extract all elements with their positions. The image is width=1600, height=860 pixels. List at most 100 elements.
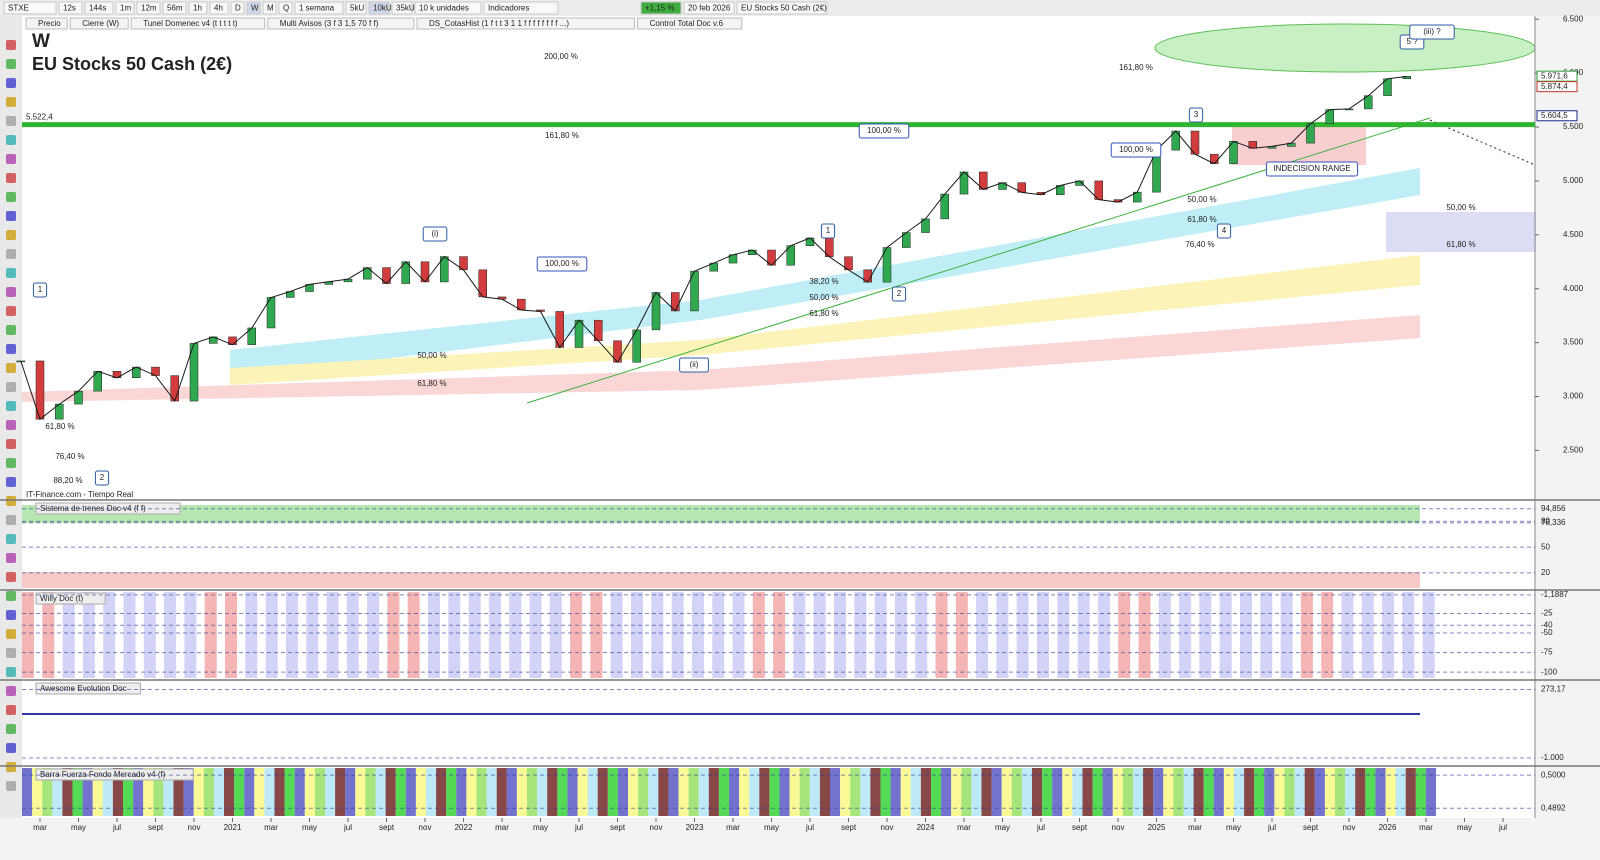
tool-icon[interactable] xyxy=(6,230,16,240)
indicator-chip[interactable] xyxy=(130,17,266,30)
tool-icon[interactable] xyxy=(6,420,16,430)
toolbar-button[interactable] xyxy=(58,1,83,15)
tool-icon[interactable] xyxy=(6,401,16,411)
tool-icon[interactable] xyxy=(6,724,16,734)
tool-icon[interactable] xyxy=(6,306,16,316)
tool-icon[interactable] xyxy=(6,325,16,335)
toolbar-button[interactable] xyxy=(136,1,161,15)
tool-icon[interactable] xyxy=(6,97,16,107)
strength-bar xyxy=(931,768,942,816)
tool-icon[interactable] xyxy=(6,135,16,145)
tool-icon[interactable] xyxy=(6,344,16,354)
x-tick-label: sept xyxy=(1303,823,1319,832)
tool-icon[interactable] xyxy=(6,154,16,164)
strength-bar xyxy=(880,768,891,816)
toolbar-button[interactable] xyxy=(262,1,277,15)
signal-band xyxy=(773,592,786,678)
tool-icon[interactable] xyxy=(6,458,16,468)
signal-band xyxy=(570,592,583,678)
price-tag-label: 5.874,4 xyxy=(1541,82,1568,91)
toolbar-button[interactable] xyxy=(483,1,559,15)
y-tick-label: 5.500 xyxy=(1563,122,1584,131)
tool-icon[interactable] xyxy=(6,705,16,715)
toolbar-button[interactable] xyxy=(414,1,482,15)
fib-zone-pink xyxy=(22,315,1420,402)
toolbar-button[interactable] xyxy=(246,1,261,15)
toolbar-button[interactable] xyxy=(278,1,293,15)
annotation-box xyxy=(891,286,907,302)
strength-bar xyxy=(981,768,992,816)
tool-icon[interactable] xyxy=(6,211,16,221)
tool-icon[interactable] xyxy=(6,78,16,88)
tool-icon[interactable] xyxy=(6,249,16,259)
tool-icon[interactable] xyxy=(6,116,16,126)
tool-icon[interactable] xyxy=(6,496,16,506)
toolbar-button[interactable] xyxy=(294,1,344,15)
tool-icon[interactable] xyxy=(6,762,16,772)
tool-icon[interactable] xyxy=(6,743,16,753)
toolbar-button[interactable] xyxy=(230,1,245,15)
toolbar-button[interactable] xyxy=(115,1,135,15)
tool-icon[interactable] xyxy=(6,59,16,69)
toolbar-button[interactable] xyxy=(3,1,57,15)
tool-icon[interactable] xyxy=(6,553,16,563)
tool-icon[interactable] xyxy=(6,610,16,620)
toolbar-button[interactable] xyxy=(188,1,208,15)
tool-icon[interactable] xyxy=(6,648,16,658)
strength-bar xyxy=(183,768,194,816)
toolbar-button[interactable] xyxy=(209,1,229,15)
signal-band xyxy=(1240,592,1252,678)
toolbar-label: 10kU xyxy=(373,4,392,13)
indicator-chip[interactable] xyxy=(69,17,129,30)
indicator-chip[interactable] xyxy=(637,17,743,30)
annotation-box xyxy=(536,256,588,272)
toolbar-button[interactable] xyxy=(640,1,682,15)
x-tick-label: sept xyxy=(841,823,857,832)
tool-icon[interactable] xyxy=(6,382,16,392)
tool-icon[interactable] xyxy=(6,268,16,278)
fib-zone-blue xyxy=(230,168,1420,378)
annotation: 76,40 % xyxy=(1185,240,1214,249)
tool-icon[interactable] xyxy=(6,591,16,601)
toolbar-button[interactable] xyxy=(736,1,828,15)
strength-bar xyxy=(1143,768,1154,816)
annotation-box xyxy=(1216,223,1232,239)
tool-icon[interactable] xyxy=(6,515,16,525)
tool-icon[interactable] xyxy=(6,534,16,544)
zone-bottom xyxy=(22,572,1420,588)
signal-band xyxy=(22,592,34,678)
signal-band xyxy=(1037,592,1049,678)
y-tick-label: 3.000 xyxy=(1563,392,1584,401)
tool-icon[interactable] xyxy=(6,477,16,487)
toolbar-button[interactable] xyxy=(368,1,390,15)
strength-bar xyxy=(1415,768,1426,816)
tool-icon[interactable] xyxy=(6,192,16,202)
tool-icon[interactable] xyxy=(6,686,16,696)
strength-bar xyxy=(729,768,740,816)
tool-icon[interactable] xyxy=(6,173,16,183)
strength-bar xyxy=(971,768,982,816)
indicator-chip[interactable] xyxy=(267,17,415,30)
tool-icon[interactable] xyxy=(6,781,16,791)
tool-icon[interactable] xyxy=(6,572,16,582)
strength-bar xyxy=(577,768,588,816)
tool-icon[interactable] xyxy=(6,629,16,639)
tool-icon[interactable] xyxy=(6,363,16,373)
toolbar-button[interactable] xyxy=(683,1,735,15)
strength-bar xyxy=(678,768,689,816)
toolbar-button[interactable] xyxy=(391,1,413,15)
tool-icon[interactable] xyxy=(6,667,16,677)
tool-icon[interactable] xyxy=(6,287,16,297)
indicator-chip[interactable] xyxy=(25,17,68,30)
strength-bar xyxy=(870,768,881,816)
toolbar-button[interactable] xyxy=(162,1,187,15)
tool-icon[interactable] xyxy=(6,439,16,449)
toolbar-button[interactable] xyxy=(84,1,114,15)
strength-bar xyxy=(658,768,669,816)
panel-title-bg xyxy=(35,682,141,695)
strength-bar xyxy=(830,768,841,816)
tool-icon[interactable] xyxy=(6,40,16,50)
indicator-chip[interactable] xyxy=(416,17,636,30)
toolbar-button[interactable] xyxy=(345,1,367,15)
strength-bar xyxy=(284,768,295,816)
